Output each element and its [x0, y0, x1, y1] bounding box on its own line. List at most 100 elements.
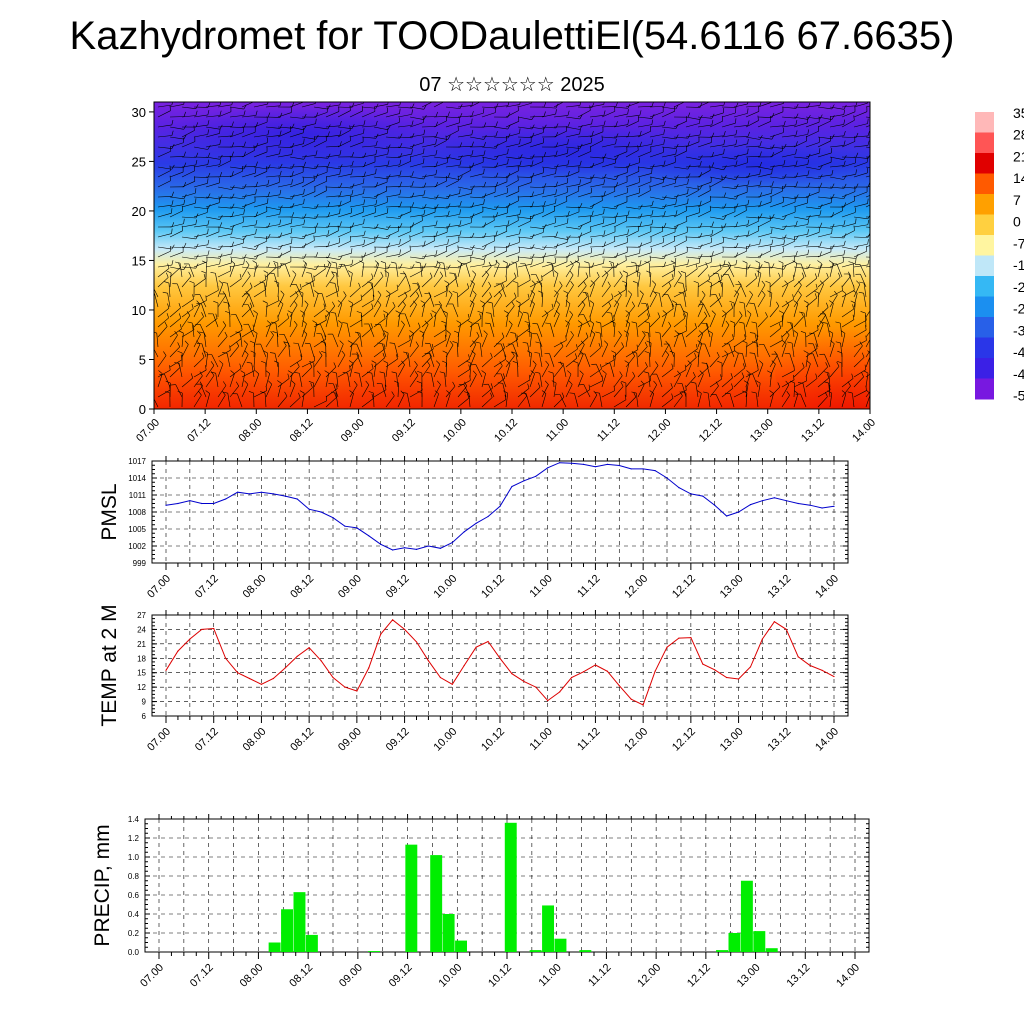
wind-barb-flag	[464, 391, 469, 394]
wind-barb-flag	[499, 361, 503, 366]
wind-barb	[829, 254, 844, 258]
wind-barb	[697, 279, 710, 288]
wind-barb-flag	[195, 159, 198, 166]
wind-barb	[445, 266, 460, 269]
wind-barb	[769, 236, 784, 240]
wind-barb	[600, 323, 603, 338]
wind-barb-flag	[615, 133, 619, 139]
wind-barb	[469, 211, 484, 218]
wind-barb	[793, 202, 808, 208]
wind-barb	[313, 180, 327, 188]
wind-barb-flag	[823, 381, 829, 384]
wind-barb-flag	[538, 290, 543, 294]
wind-barb-flag	[834, 290, 838, 296]
wind-barb-flag	[219, 194, 223, 200]
wind-barb	[517, 256, 532, 259]
wind-barb	[211, 354, 219, 368]
precip-bar	[430, 855, 443, 952]
wind-barb	[853, 390, 867, 398]
wind-barb-flag	[247, 271, 251, 276]
wind-barb-flag	[330, 311, 336, 314]
wind-barb	[757, 316, 768, 328]
wind-barb-flag	[411, 264, 415, 269]
wind-barb	[301, 191, 316, 198]
wind-barb	[212, 313, 219, 328]
wind-barb	[253, 103, 268, 108]
wind-barb	[421, 296, 432, 308]
wind-barb-flag	[489, 292, 492, 297]
x-tick-label: 07.00	[145, 573, 173, 601]
wind-barb	[589, 125, 604, 128]
wind-barb	[661, 214, 676, 218]
wind-barb	[265, 135, 280, 138]
wind-barb	[841, 120, 855, 128]
wind-barb-flag	[380, 271, 384, 277]
data-point	[356, 527, 358, 529]
wind-barb	[589, 323, 594, 338]
wind-barb-flag	[675, 199, 677, 205]
wind-barb-flag	[303, 198, 305, 204]
wind-barb	[248, 324, 255, 338]
wind-barb	[505, 104, 520, 108]
wind-barb	[445, 393, 451, 408]
wind-barb	[865, 105, 870, 108]
wind-barb	[385, 136, 400, 139]
wind-barb-flag	[423, 104, 427, 110]
wind-barb	[217, 111, 232, 118]
wind-barb-flag	[735, 160, 738, 166]
wind-barb	[733, 113, 748, 118]
wind-barb-flag	[178, 262, 181, 268]
x-tick-label: 07.00	[145, 726, 173, 754]
wind-barb-flag	[372, 294, 375, 300]
wind-barb-flag	[608, 301, 612, 307]
wind-barb-flag	[363, 188, 365, 194]
wind-barb-flag	[331, 261, 337, 264]
wind-barb-flag	[807, 193, 811, 198]
wind-barb	[417, 283, 423, 298]
wind-barb-flag	[446, 96, 447, 101]
wind-barb	[349, 363, 354, 378]
wind-barb-flag	[723, 139, 726, 145]
wind-barb	[169, 230, 183, 238]
wind-barb	[277, 196, 292, 200]
wind-barb	[853, 293, 858, 308]
wind-barb	[373, 392, 375, 408]
wind-barb	[337, 173, 352, 178]
wind-barb-flag	[231, 228, 233, 234]
wind-barb	[421, 225, 436, 228]
wind-barb-flag	[619, 271, 623, 276]
wind-barb-flag	[383, 313, 386, 319]
wind-barb-flag	[778, 272, 781, 278]
wind-barb-flag	[510, 332, 516, 334]
wind-barb	[848, 273, 855, 288]
wind-barb-flag	[213, 300, 219, 304]
wind-barb-flag	[202, 260, 207, 264]
wind-barb	[841, 290, 855, 298]
wind-barb-flag	[274, 280, 279, 284]
wind-barb	[553, 261, 568, 268]
wind-barb	[457, 318, 470, 328]
wind-barb	[793, 295, 802, 308]
wind-barb-flag	[235, 331, 241, 334]
wind-barb	[217, 216, 233, 218]
wind-barb	[181, 276, 192, 288]
wind-barb-flag	[263, 270, 269, 274]
wind-barb	[565, 373, 572, 388]
wind-barb-flag	[435, 169, 438, 175]
wind-barb-flag	[219, 172, 223, 177]
wind-barb	[406, 393, 411, 408]
wind-barb-flag	[483, 330, 488, 335]
wind-barb	[157, 264, 172, 268]
wind-barb	[169, 104, 184, 108]
wind-barb	[289, 256, 304, 259]
wind-barb	[301, 263, 308, 278]
data-point	[427, 660, 430, 662]
wind-barb	[625, 333, 629, 348]
wind-barb	[517, 156, 532, 160]
wind-barb	[529, 246, 544, 250]
wind-barb-flag	[207, 239, 210, 245]
wind-barb	[288, 343, 291, 358]
wind-barb	[469, 264, 484, 268]
wind-barb-flag	[442, 360, 447, 364]
wind-barb	[481, 274, 489, 288]
